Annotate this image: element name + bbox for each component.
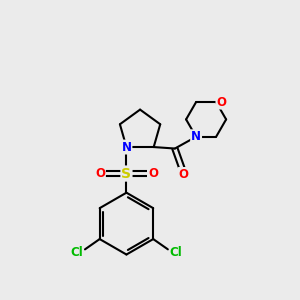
Text: Cl: Cl xyxy=(70,246,83,259)
Text: O: O xyxy=(179,168,189,181)
Text: O: O xyxy=(216,96,226,109)
Text: O: O xyxy=(95,167,105,180)
Text: N: N xyxy=(122,141,131,154)
Text: S: S xyxy=(122,167,131,181)
Text: Cl: Cl xyxy=(170,246,183,259)
Text: O: O xyxy=(148,167,158,180)
Text: N: N xyxy=(191,130,201,143)
